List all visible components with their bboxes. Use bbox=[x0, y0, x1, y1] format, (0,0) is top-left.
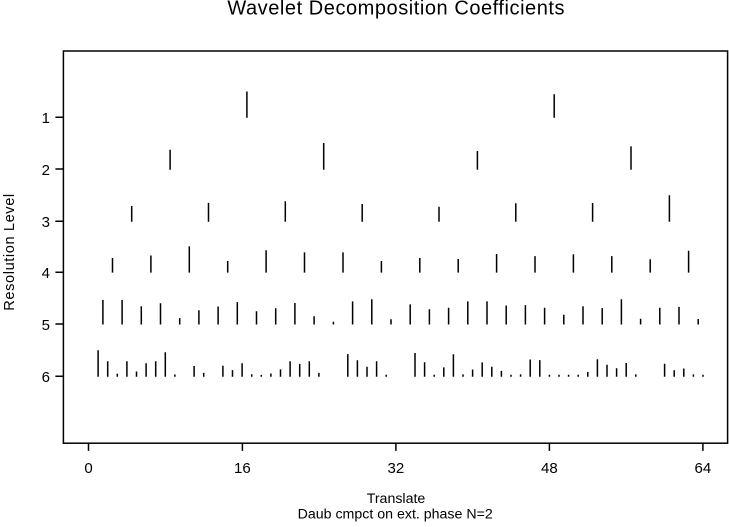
svg-text:32: 32 bbox=[388, 460, 405, 477]
svg-text:6: 6 bbox=[42, 369, 50, 386]
svg-text:4: 4 bbox=[42, 265, 50, 282]
svg-text:2: 2 bbox=[42, 162, 50, 179]
svg-text:64: 64 bbox=[695, 460, 712, 477]
svg-text:3: 3 bbox=[42, 214, 50, 231]
svg-text:Wavelet Decomposition Coeffici: Wavelet Decomposition Coefficients bbox=[227, 0, 565, 20]
svg-text:Resolution Level: Resolution Level bbox=[2, 193, 18, 311]
svg-text:Daub cmpct on ext. phase N=2: Daub cmpct on ext. phase N=2 bbox=[298, 506, 493, 522]
svg-text:5: 5 bbox=[42, 317, 50, 334]
svg-text:48: 48 bbox=[541, 460, 558, 477]
svg-text:1: 1 bbox=[42, 110, 50, 127]
svg-text:Translate: Translate bbox=[367, 491, 426, 507]
svg-text:16: 16 bbox=[234, 460, 251, 477]
svg-text:0: 0 bbox=[84, 460, 92, 477]
